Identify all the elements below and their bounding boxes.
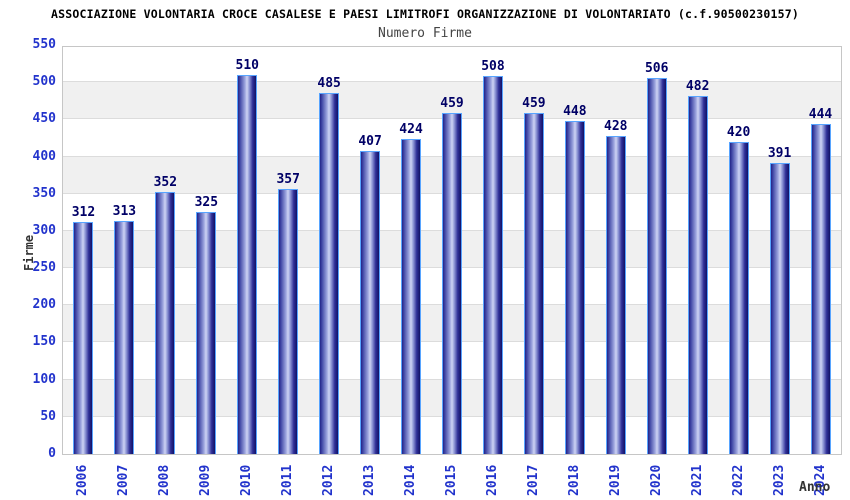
bar-2011: [278, 188, 299, 454]
x-tick-label-2021: 2021: [689, 464, 705, 496]
x-tick-label-2009: 2009: [198, 464, 214, 496]
bar-value-label-2023: 391: [767, 146, 792, 162]
x-tick-label-2007: 2007: [116, 464, 132, 496]
y-tick-label-400: 400: [32, 148, 56, 164]
y-tick-label-150: 150: [32, 334, 56, 350]
x-tick-label-2013: 2013: [362, 464, 378, 496]
y-tick-label-100: 100: [32, 371, 56, 387]
bar-value-label-2007: 313: [112, 204, 137, 220]
bar-value-label-2006: 312: [71, 205, 96, 220]
bar-value-label-2012: 485: [317, 76, 341, 92]
x-tick-label-2019: 2019: [607, 464, 623, 496]
x-axis-title: Anno: [799, 480, 831, 495]
bar-2012: [319, 93, 340, 454]
y-tick-label-0: 0: [48, 446, 56, 461]
x-tick-label-2018: 2018: [566, 464, 582, 496]
bar-value-label-2024: 444: [808, 106, 833, 122]
bar-value-label-2015: 459: [440, 95, 464, 111]
bar-2023: [769, 163, 790, 454]
x-tick-label-2017: 2017: [525, 464, 541, 496]
bar-value-label-2022: 420: [726, 124, 751, 140]
x-tick-label-2012: 2012: [321, 464, 337, 496]
bar-2021: [687, 95, 708, 454]
y-tick-label-450: 450: [32, 111, 56, 127]
bar-2009: [196, 212, 217, 454]
bar-value-label-2013: 407: [358, 134, 382, 150]
y-tick-label-200: 200: [32, 297, 56, 313]
x-tick-label-2016: 2016: [484, 464, 500, 496]
bar-value-label-2019: 428: [604, 118, 628, 134]
x-tick-label-2020: 2020: [648, 464, 664, 496]
bar-2020: [646, 77, 667, 454]
x-tick-label-2010: 2010: [239, 464, 255, 496]
bar-value-label-2009: 325: [194, 195, 219, 211]
bar-2018: [564, 120, 585, 454]
bar-value-label-2011: 357: [276, 171, 300, 187]
bar-2016: [482, 76, 503, 454]
plot-area: 312 313 352 325 510 357 485 407 424 459 508 459 448 4…: [62, 46, 842, 455]
bar-value-label-2014: 424: [399, 121, 423, 137]
y-tick-label-250: 250: [32, 260, 56, 276]
bar-2017: [523, 112, 544, 454]
gridline-y-500: [63, 81, 841, 83]
x-tick-label-2011: 2011: [280, 464, 296, 496]
bar-2008: [155, 192, 176, 454]
x-tick-label-2022: 2022: [730, 464, 746, 496]
bar-2010: [237, 74, 258, 454]
x-tick-label-2008: 2008: [157, 464, 173, 496]
bar-2006: [73, 222, 94, 454]
x-tick-label-2023: 2023: [771, 464, 787, 496]
bar-value-label-2008: 352: [153, 175, 178, 191]
x-tick-label-2015: 2015: [444, 464, 459, 496]
bar-2019: [605, 135, 626, 454]
bar-2014: [401, 138, 422, 454]
bar-value-label-2021: 482: [685, 78, 710, 94]
bar-2015: [442, 112, 462, 454]
bar-2007: [114, 221, 135, 454]
x-tick-label-2014: 2014: [403, 464, 419, 496]
bar-2022: [728, 141, 749, 454]
bar-value-label-2020: 506: [644, 60, 669, 76]
chart-title: ASSOCIAZIONE VOLONTARIA CROCE CASALESE E…: [51, 7, 799, 21]
y-tick-label-500: 500: [32, 74, 56, 90]
y-tick-label-300: 300: [32, 222, 56, 238]
x-tick-label-2006: 2006: [75, 464, 91, 496]
bar-value-label-2010: 510: [235, 57, 259, 73]
chart-subtitle: Numero Firme: [378, 26, 472, 41]
bar-value-label-2016: 508: [481, 59, 505, 75]
bar-2024: [810, 123, 831, 454]
y-tick-label-350: 350: [32, 185, 56, 201]
y-tick-label-50: 50: [40, 408, 56, 424]
bar-value-label-2017: 459: [522, 95, 546, 111]
bar-2013: [360, 151, 381, 454]
bar-value-label-2018: 448: [563, 103, 587, 119]
y-tick-label-550: 550: [32, 37, 56, 52]
